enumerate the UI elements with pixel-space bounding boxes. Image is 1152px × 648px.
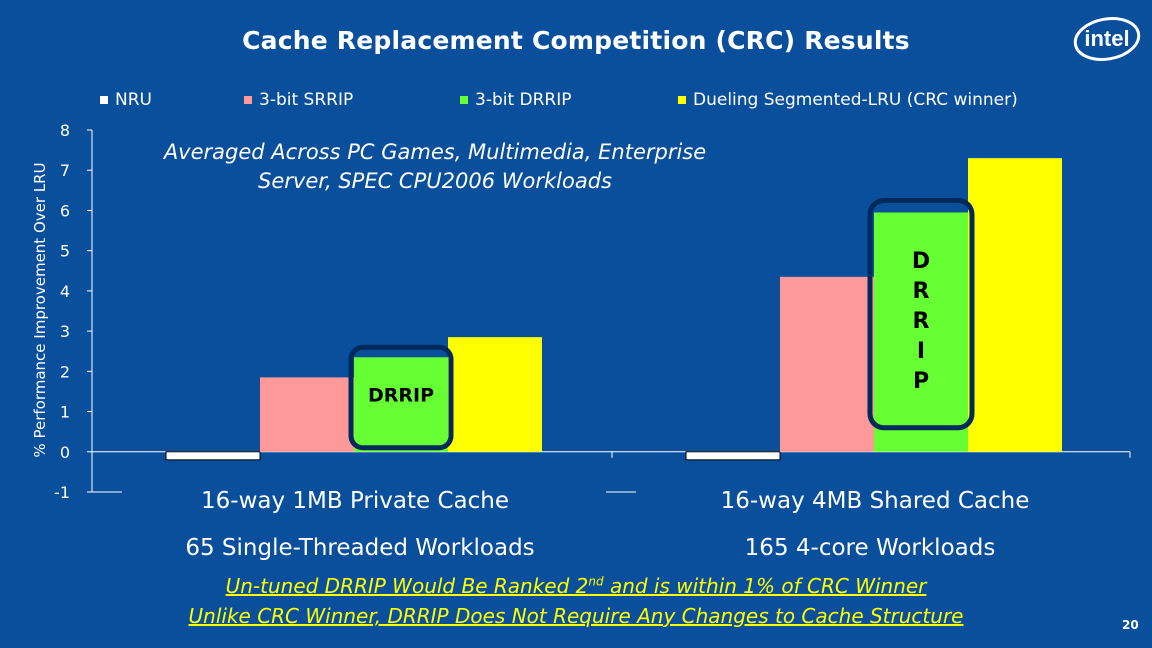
callout-outline-group-1 [348,344,454,451]
callout-letter-group-2: I [917,339,925,364]
callout-letter-group-2: R [913,309,930,334]
y-tick-label: 2 [60,362,70,381]
chart-title: Cache Replacement Competition (CRC) Resu… [242,26,910,55]
legend-item-4: Dueling Segmented-LRU (CRC winner) [678,90,1018,110]
legend-label: Dueling Segmented-LRU (CRC winner) [693,90,1018,110]
y-tick-label: 5 [60,242,70,261]
y-tick-label: -1 [54,483,70,502]
bar-4-group-2 [968,158,1062,452]
bar-2-group-1 [260,377,354,452]
legend-item-1: NRU [100,90,152,110]
bar-3-group-2 [874,212,968,452]
footer-line-1: Un-tuned DRRIP Would Be Ranked 2nd and i… [0,574,1152,598]
bar-3-group-1 [354,357,448,452]
callout-outline-group-2 [867,197,975,431]
legend-item-3: 3-bit DRRIP [460,90,572,110]
legend-swatch [100,96,108,104]
callout-letter-group-2: R [913,279,930,304]
footer-line-2: Unlike CRC Winner, DRRIP Does Not Requir… [188,604,964,628]
y-tick-label: 8 [60,121,70,140]
y-tick-label: 1 [60,403,70,422]
group-1-cache-label: 16-way 1MB Private Cache [201,488,509,514]
y-tick-label: 7 [60,161,70,180]
callout-label-group-1: DRRIP [368,384,434,406]
y-tick-label: 3 [60,322,70,341]
legend-label: NRU [115,90,152,110]
callout-letter-group-2: P [913,369,929,394]
footer-line-1-before: Un-tuned DRRIP Would Be Ranked 2 [225,574,589,598]
page-number: 20 [1122,618,1139,632]
group-2-cache-label: 16-way 4MB Shared Cache [720,488,1030,514]
legend-label: 3-bit SRRIP [259,90,354,110]
legend-item-2: 3-bit SRRIP [244,90,353,110]
legend-swatch [244,96,252,104]
legend-swatch [460,96,468,104]
logo-text: intel [1084,26,1129,51]
bar-2-group-2 [780,276,874,452]
bar-4-group-1 [448,337,542,452]
bar-1-group-1 [165,451,261,461]
bar-1-group-2 [685,451,781,461]
footer-line-1-sup: nd [588,574,604,589]
y-tick-label: 4 [60,282,70,301]
y-tick-label: 0 [60,443,70,462]
y-tick-label: 6 [60,201,70,220]
legend-swatch [678,96,686,104]
group-2-workload-label: 165 4-core Workloads [744,535,996,561]
footer-line-1-after: and is within 1% of CRC Winner [603,574,927,598]
annotation-line-1: Averaged Across PC Games, Multimedia, En… [163,140,707,164]
chart-annotation: Averaged Across PC Games, Multimedia, En… [145,138,725,196]
group-1-workload-label: 65 Single-Threaded Workloads [185,535,535,561]
callout-letter-group-2: D [912,249,930,274]
annotation-line-2: Server, SPEC CPU2006 Workloads [258,169,612,193]
intel-logo: intel [1073,17,1141,61]
legend-label: 3-bit DRRIP [475,90,572,110]
